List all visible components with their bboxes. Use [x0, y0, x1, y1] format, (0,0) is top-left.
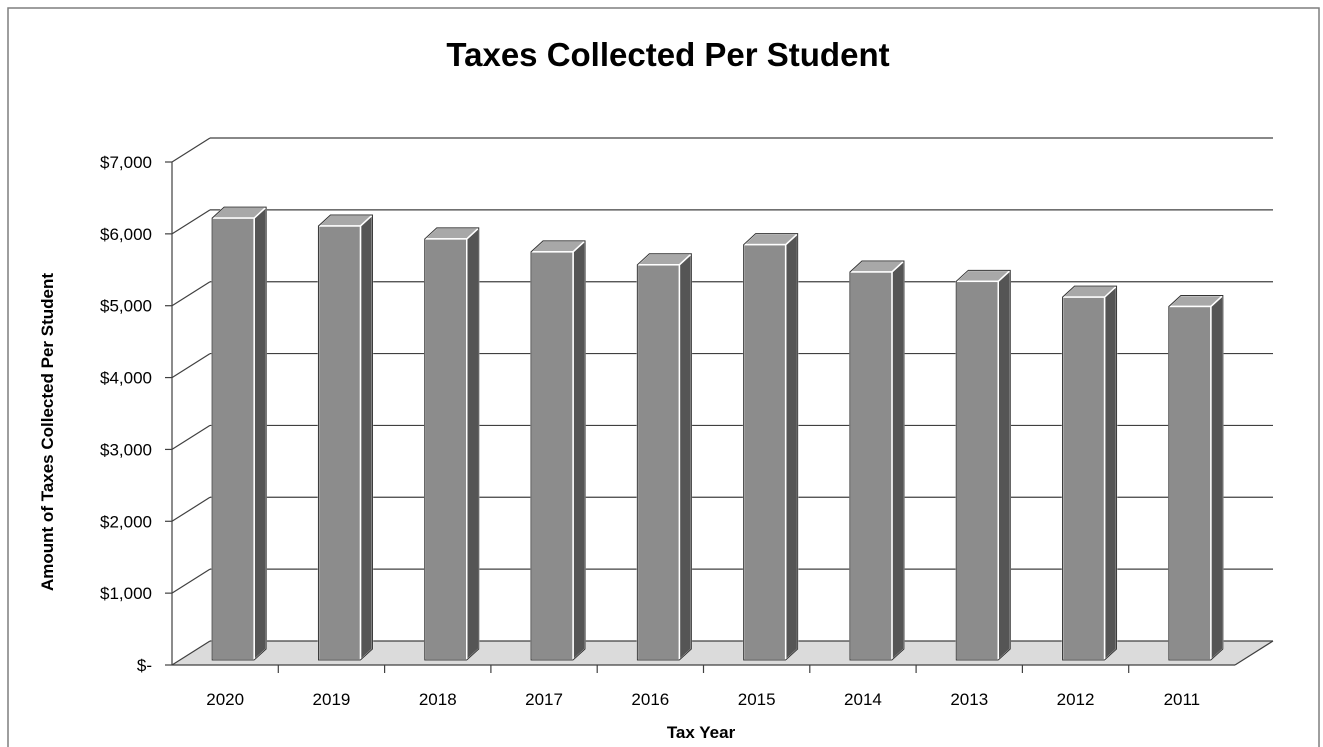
- bar-outline: [636, 253, 692, 661]
- bar-outline: [530, 240, 586, 661]
- bar: [636, 253, 693, 661]
- x-tick-label: 2016: [631, 690, 669, 709]
- y-tick-label: $4,000: [100, 369, 152, 388]
- x-tick-label: 2013: [950, 690, 988, 709]
- gridline-diagonal: [171, 640, 211, 666]
- x-axis-ticks: 2020 2019 2018 2017 2016 2015 2014 2013 2012 2011: [206, 665, 1200, 709]
- bar-side: [253, 206, 267, 661]
- x-tick-label: 2017: [525, 690, 563, 709]
- bar: [849, 260, 905, 661]
- bar-front: [317, 225, 362, 661]
- gridline-diagonal: [171, 137, 211, 163]
- x-axis-label: Tax Year: [667, 723, 736, 742]
- bar-front: [742, 243, 787, 661]
- y-tick-label: $-: [137, 656, 152, 675]
- gridline-diagonal: [171, 424, 211, 450]
- bar: [742, 232, 799, 661]
- gridline-diagonal: [171, 568, 211, 594]
- chart-title: Taxes Collected Per Student: [446, 36, 889, 73]
- bar-front: [211, 217, 255, 661]
- bar-front: [1061, 296, 1106, 661]
- bar-front: [849, 271, 893, 661]
- bar-outline: [317, 214, 373, 661]
- bar-front: [1168, 305, 1212, 661]
- x-tick-label: 2019: [313, 690, 351, 709]
- bar: [1168, 294, 1224, 661]
- y-axis-label: Amount of Taxes Collected Per Student: [38, 273, 57, 591]
- bar-side: [359, 214, 374, 661]
- bar-outline: [1168, 294, 1224, 661]
- y-tick-label: $6,000: [100, 225, 152, 244]
- bar-outline: [211, 206, 267, 661]
- gridline-diagonal: [171, 209, 211, 235]
- bar-outline: [955, 269, 1011, 661]
- bar-side: [466, 227, 480, 661]
- bar: [530, 240, 586, 661]
- y-tick-label: $7,000: [100, 153, 152, 172]
- bar-front: [636, 264, 681, 661]
- x-tick-label: 2015: [738, 690, 776, 709]
- bar-outline: [1062, 285, 1118, 661]
- bar-side: [997, 269, 1011, 661]
- bar-side: [784, 232, 799, 661]
- bars: [211, 206, 1224, 661]
- bar-side: [1210, 294, 1224, 661]
- x-tick-label: 2014: [844, 690, 882, 709]
- y-tick-label: $5,000: [100, 297, 152, 316]
- bar-side: [572, 240, 586, 661]
- bar: [211, 206, 267, 661]
- y-tick-label: $1,000: [100, 584, 152, 603]
- bar-side: [891, 260, 905, 661]
- bar: [317, 214, 374, 661]
- x-tick-label: 2011: [1164, 690, 1201, 709]
- bar-outline: [424, 227, 480, 661]
- bar-front: [530, 251, 574, 661]
- bar-outline: [743, 233, 799, 661]
- gridline-diagonal: [171, 281, 211, 307]
- x-tick-label: 2012: [1057, 690, 1095, 709]
- bar-side: [678, 253, 693, 661]
- bar-outline: [849, 260, 905, 661]
- bar-front: [424, 238, 468, 661]
- floor-edge: [1234, 640, 1274, 666]
- chart-border: [7, 7, 1320, 747]
- y-axis-ticks: $- $1,000 $2,000 $3,000 $4,000 $5,000 $6,000 $7…: [100, 153, 152, 675]
- bar-side: [1103, 285, 1118, 661]
- y-tick-label: $2,000: [100, 512, 152, 531]
- bar: [1061, 285, 1118, 661]
- bar: [424, 227, 480, 661]
- x-tick-label: 2018: [419, 690, 457, 709]
- gridline-diagonal: [171, 496, 211, 522]
- bar-front: [955, 280, 999, 661]
- gridline-diagonal: [171, 353, 211, 379]
- bar: [955, 269, 1011, 661]
- y-tick-label: $3,000: [100, 440, 152, 459]
- x-tick-label: 2020: [206, 690, 244, 709]
